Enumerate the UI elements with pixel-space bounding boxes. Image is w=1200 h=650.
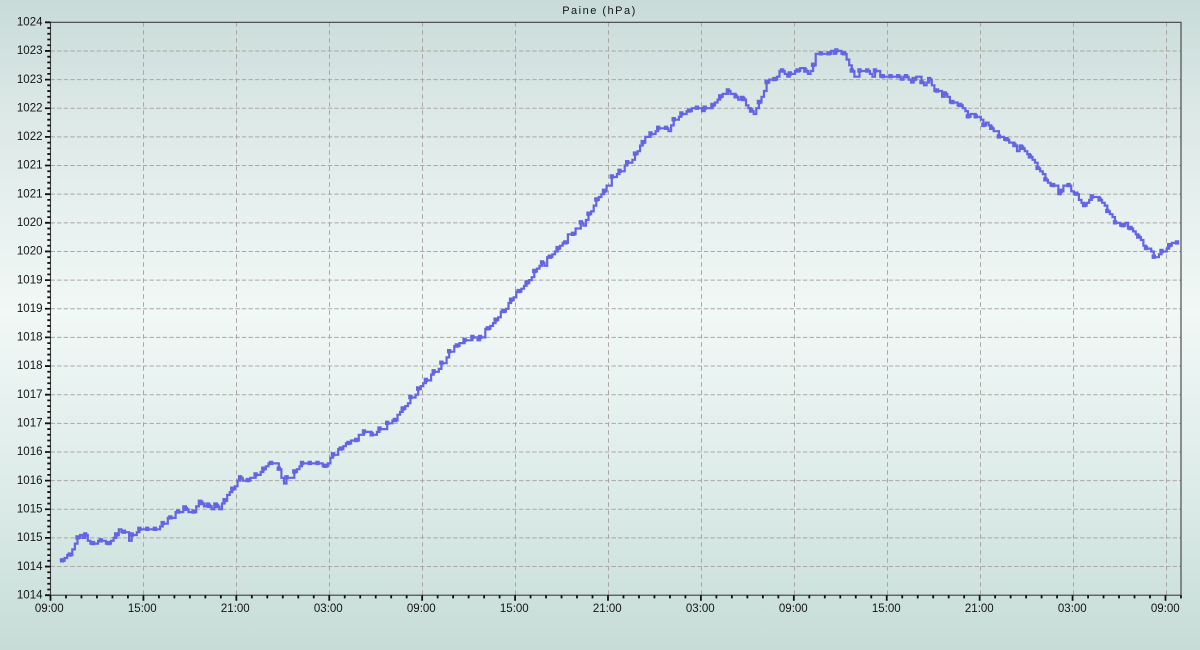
svg-text:1016: 1016 xyxy=(17,446,43,458)
svg-text:1021: 1021 xyxy=(17,160,43,172)
svg-text:03:00: 03:00 xyxy=(1058,603,1087,615)
svg-text:21:00: 21:00 xyxy=(221,603,250,615)
svg-text:1022: 1022 xyxy=(17,102,43,114)
svg-text:09:00: 09:00 xyxy=(407,603,436,615)
svg-text:1018: 1018 xyxy=(17,332,43,344)
svg-text:15:00: 15:00 xyxy=(872,603,901,615)
svg-text:1017: 1017 xyxy=(17,389,43,401)
svg-text:1022: 1022 xyxy=(17,131,43,143)
svg-text:Paine (hPa): Paine (hPa) xyxy=(562,5,637,17)
svg-text:21:00: 21:00 xyxy=(593,603,622,615)
svg-text:1023: 1023 xyxy=(17,74,43,86)
svg-text:09:00: 09:00 xyxy=(35,603,64,615)
svg-text:1014: 1014 xyxy=(17,561,43,573)
svg-text:21:00: 21:00 xyxy=(965,603,994,615)
svg-text:1023: 1023 xyxy=(17,45,43,57)
svg-text:1021: 1021 xyxy=(17,188,43,200)
svg-text:1019: 1019 xyxy=(17,274,43,286)
svg-text:1019: 1019 xyxy=(17,303,43,315)
svg-text:1024: 1024 xyxy=(17,17,43,29)
svg-text:15:00: 15:00 xyxy=(128,603,157,615)
svg-text:09:00: 09:00 xyxy=(1151,603,1180,615)
svg-text:1020: 1020 xyxy=(17,217,43,229)
svg-text:03:00: 03:00 xyxy=(314,603,343,615)
svg-text:1018: 1018 xyxy=(17,360,43,372)
svg-text:1015: 1015 xyxy=(17,532,43,544)
svg-text:09:00: 09:00 xyxy=(779,603,808,615)
svg-text:1016: 1016 xyxy=(17,475,43,487)
svg-text:03:00: 03:00 xyxy=(686,603,715,615)
svg-text:1017: 1017 xyxy=(17,418,43,430)
svg-text:1020: 1020 xyxy=(17,246,43,258)
svg-text:1014: 1014 xyxy=(17,589,43,601)
svg-text:15:00: 15:00 xyxy=(500,603,529,615)
svg-text:1015: 1015 xyxy=(17,504,43,516)
